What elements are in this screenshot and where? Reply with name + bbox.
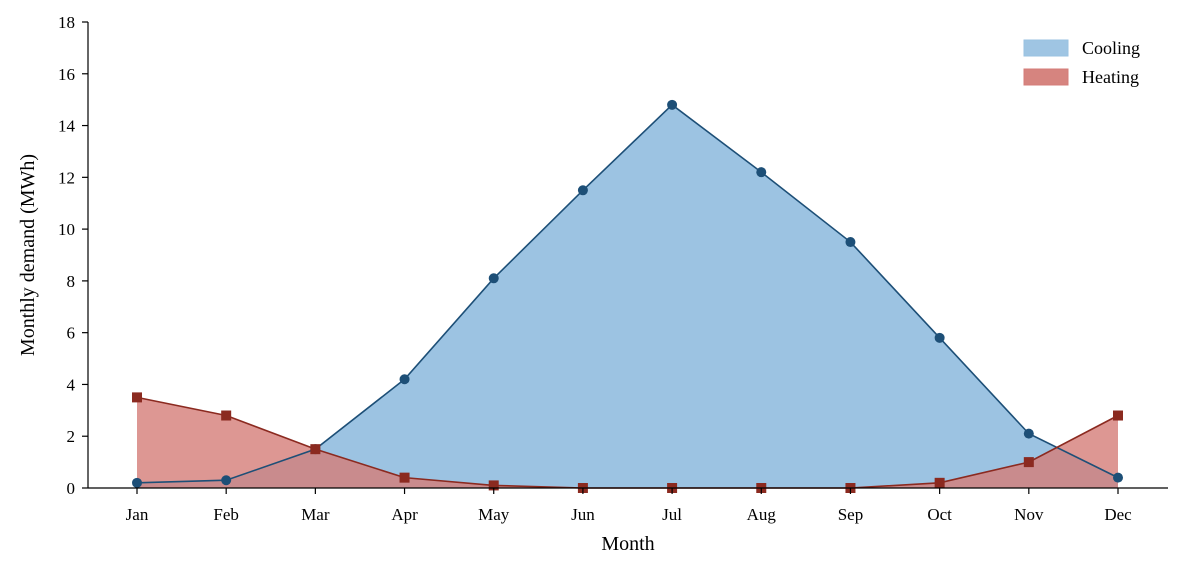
series-areas	[137, 104, 1118, 488]
x-tick-label-nov: Nov	[1014, 505, 1044, 524]
x-tick-label-apr: Apr	[391, 505, 418, 524]
heating-point-mar	[310, 444, 321, 455]
x-tick-label-jan: Jan	[126, 505, 149, 524]
x-axis-title: Month	[601, 533, 654, 555]
x-tick-label-may: May	[478, 505, 510, 524]
heating-point-apr	[399, 472, 410, 483]
y-axis-title: Monthly demand (MWh)	[17, 154, 39, 356]
cooling-point-aug	[756, 167, 767, 178]
y-tick-label-16: 16	[58, 65, 75, 84]
cooling-point-sep	[845, 237, 856, 248]
x-tick-label-sep: Sep	[838, 505, 864, 524]
cooling-point-may	[488, 273, 499, 284]
x-tick-label-jul: Jul	[662, 505, 682, 524]
x-tick-label-oct: Oct	[927, 505, 952, 524]
cooling-line	[136, 103, 1119, 484]
cooling-point-jul	[667, 99, 678, 110]
y-tick-label-14: 14	[58, 117, 76, 136]
heating-point-dec	[1113, 410, 1123, 421]
heating-point-nov	[1023, 457, 1034, 468]
legend: Cooling Heating	[1023, 38, 1140, 87]
x-tick-label-aug: Aug	[747, 505, 777, 524]
cooling-area	[137, 104, 1118, 488]
y-tick-label-12: 12	[58, 168, 75, 187]
x-tick-label-mar: Mar	[301, 505, 330, 524]
y-tick-label-8: 8	[67, 272, 76, 291]
x-ticks: Jan Feb Mar Apr May Jun Jul Aug Sep Oct Nov Dec	[126, 488, 1132, 524]
cooling-point-feb	[221, 475, 232, 486]
y-tick-label-4: 4	[67, 375, 76, 394]
cooling-point-oct	[934, 332, 945, 343]
x-tick-label-jun: Jun	[571, 505, 595, 524]
y-tick-label-2: 2	[67, 427, 76, 446]
heating-point-may	[488, 480, 499, 491]
x-tick-label-feb: Feb	[213, 505, 239, 524]
legend-swatch-heating	[1023, 68, 1069, 86]
legend-label-cooling: Cooling	[1082, 38, 1140, 58]
heating-point-oct	[934, 477, 945, 488]
y-tick-label-0: 0	[67, 479, 76, 498]
heating-area	[137, 397, 1118, 488]
legend-label-heating: Heating	[1082, 67, 1139, 87]
legend-swatch-cooling	[1023, 39, 1069, 57]
x-tick-label-dec: Dec	[1104, 505, 1132, 524]
heating-point-jan	[132, 392, 142, 403]
cooling-point-jan	[132, 477, 142, 488]
cooling-point-nov	[1023, 428, 1034, 439]
y-tick-label-18: 18	[58, 13, 75, 32]
y-tick-label-6: 6	[67, 324, 76, 343]
cooling-point-jun	[577, 185, 588, 196]
cooling-point-apr	[399, 374, 410, 385]
cooling-point-dec	[1113, 472, 1123, 483]
y-ticks: 0 2 4 6 8 10 12 14 16 18	[58, 13, 88, 498]
heating-point-feb	[221, 410, 232, 421]
y-tick-label-10: 10	[58, 220, 75, 239]
